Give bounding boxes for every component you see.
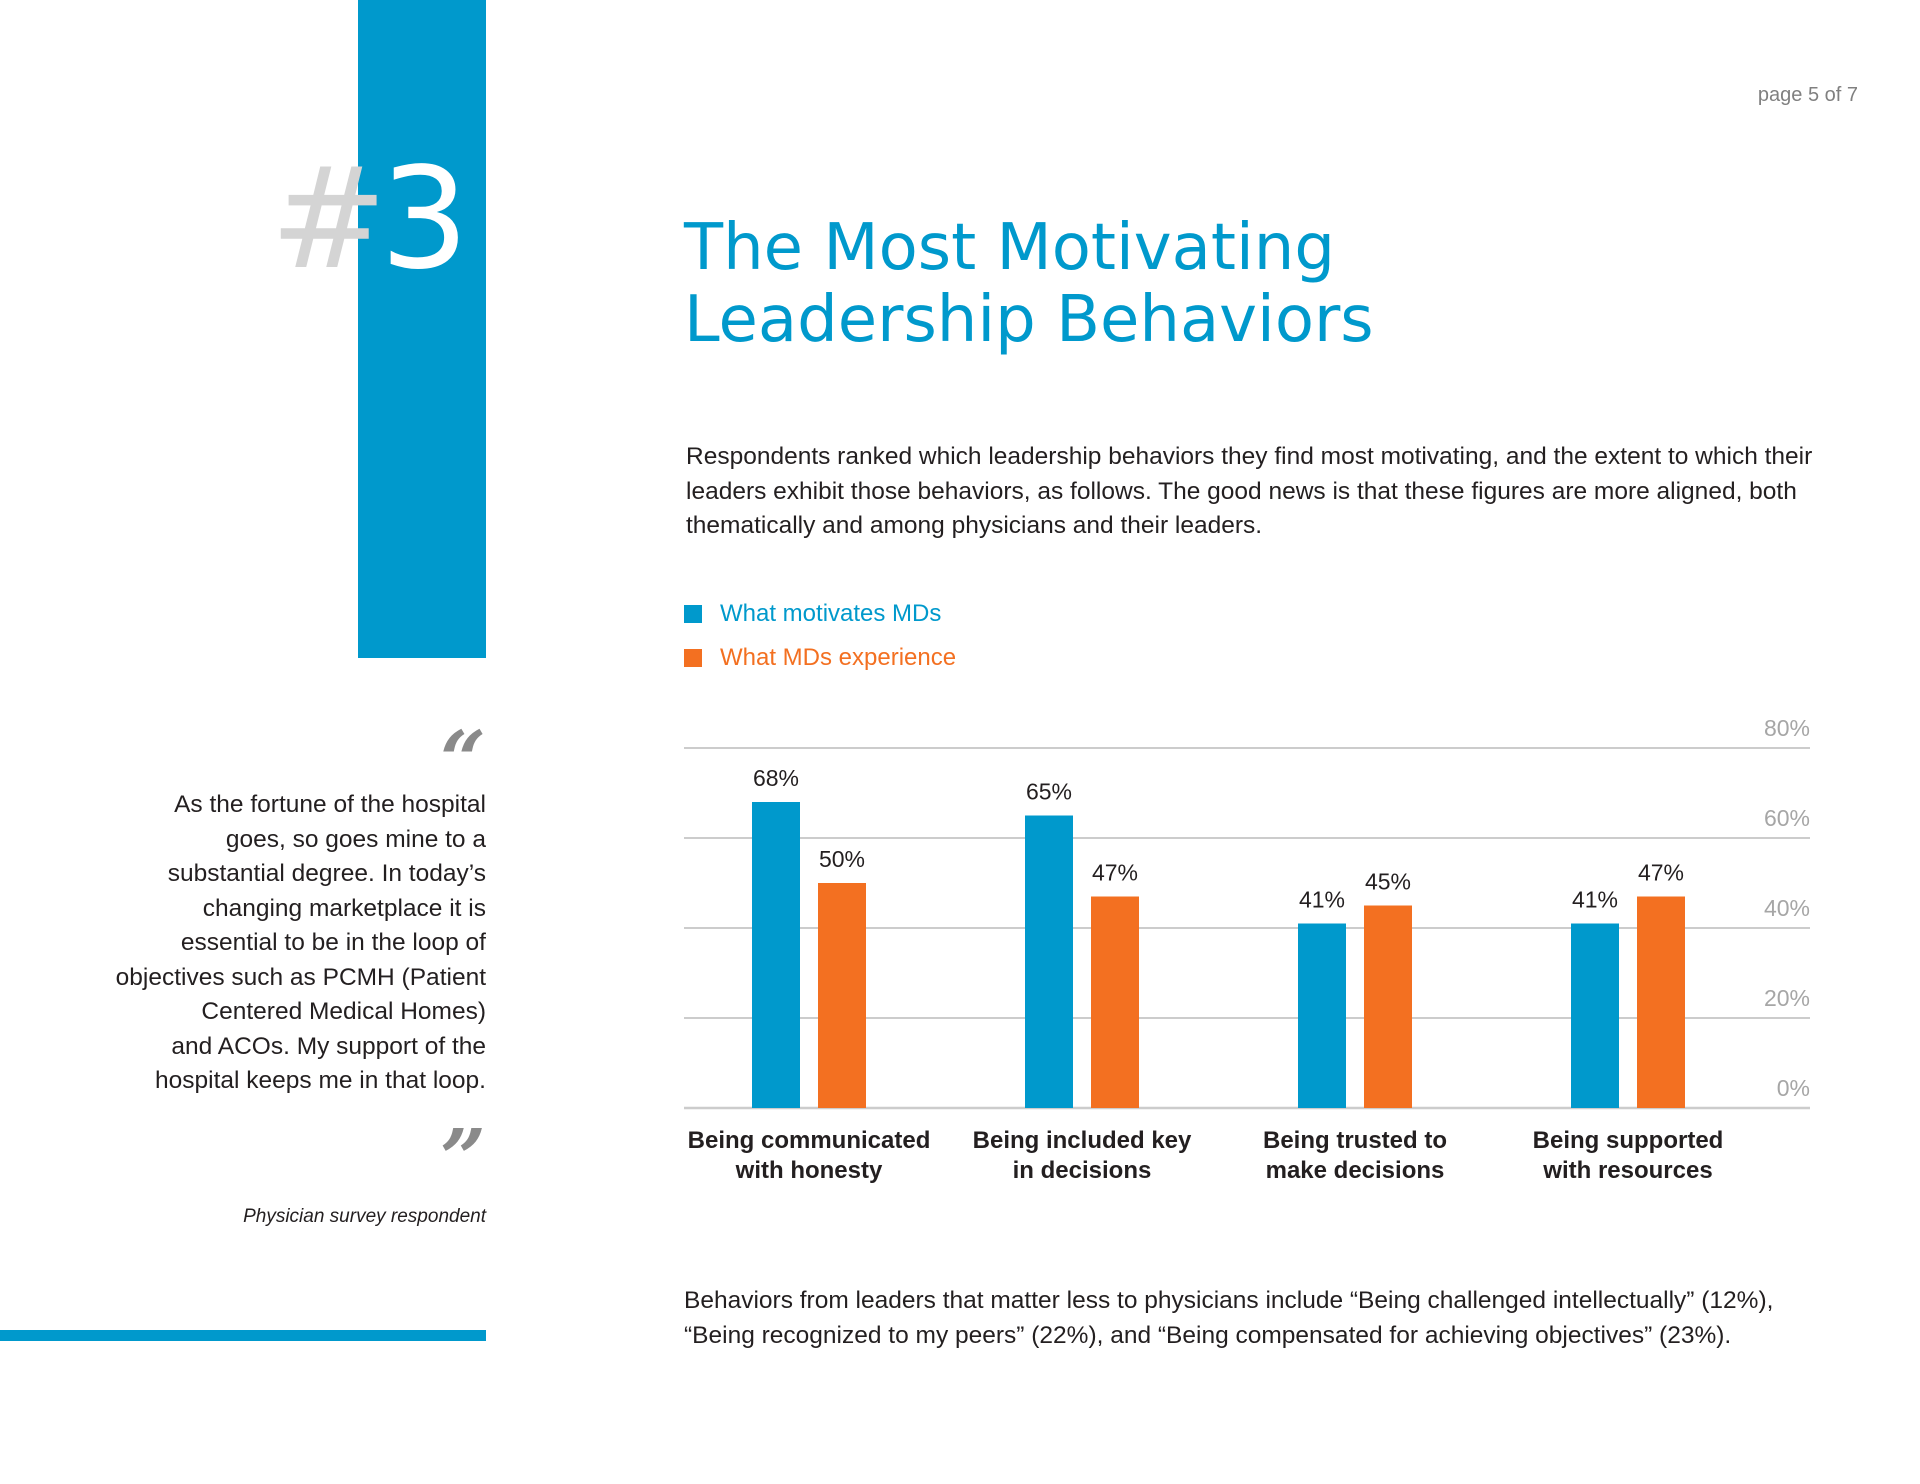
- quote-line: Centered Medical Homes): [201, 998, 486, 1025]
- quote-line: changing marketplace it is: [202, 894, 486, 922]
- data-label: 65%: [1026, 779, 1072, 805]
- quote-line: substantial degree. In today’s: [167, 860, 486, 887]
- bar-motivates: [1298, 923, 1346, 1108]
- section-color-bar: [358, 0, 486, 658]
- bar-motivates: [752, 802, 800, 1108]
- quote-line: essential to be in the loop of: [180, 929, 486, 956]
- data-label: 41%: [1299, 887, 1345, 913]
- x-tick-label: Being included key: [973, 1127, 1192, 1154]
- legend-swatch-blue: [684, 605, 702, 623]
- section-hash: #: [270, 138, 388, 301]
- x-tick-label: in decisions: [1013, 1157, 1152, 1184]
- legend-item-motivates: What motivates MDs: [684, 592, 956, 636]
- x-tick-label: with honesty: [735, 1157, 883, 1184]
- legend-label: What motivates MDs: [720, 600, 942, 627]
- y-tick-label: 40%: [1764, 895, 1810, 921]
- footnote-line: Behaviors from leaders that matter less …: [684, 1287, 1774, 1314]
- title-line: Leadership Behaviors: [684, 283, 1374, 357]
- x-tick-label: Being trusted to: [1263, 1127, 1447, 1154]
- intro-paragraph: Respondents ranked which leadership beha…: [686, 443, 1813, 539]
- page-number: page 5 of 7: [1757, 84, 1858, 106]
- y-tick-label: 20%: [1764, 985, 1810, 1011]
- bar-experience: [1364, 905, 1412, 1108]
- quote-line: objectives such as PCMH (Patient: [115, 963, 486, 991]
- x-tick-label: Being supported: [1533, 1127, 1724, 1154]
- y-tick-label: 80%: [1764, 715, 1810, 741]
- page-title: The Most Motivating Leadership Behaviors: [684, 212, 1374, 356]
- data-label: 50%: [819, 846, 865, 872]
- pull-quote: As the fortune of the hospital goes, so …: [100, 788, 486, 1099]
- close-quote-mark: ”: [439, 1111, 486, 1205]
- chart-legend: What motivates MDs What MDs experience: [684, 592, 956, 680]
- legend-item-experience: What MDs experience: [684, 636, 956, 680]
- footnote-paragraph: Behaviors from leaders that matter less …: [684, 1284, 1864, 1353]
- x-tick-label: with resources: [1542, 1157, 1712, 1184]
- quote-line: and ACOs. My support of the: [171, 1032, 486, 1060]
- quote-line: hospital keeps me in that loop.: [155, 1067, 486, 1094]
- y-tick-label: 60%: [1764, 805, 1810, 831]
- bar-experience: [1091, 896, 1139, 1108]
- data-label: 47%: [1092, 860, 1138, 886]
- section-number: 3: [380, 138, 470, 301]
- bottom-rule: [0, 1330, 486, 1341]
- data-label: 45%: [1365, 869, 1411, 895]
- quote-line: As the fortune of the hospital: [174, 791, 486, 818]
- data-label: 47%: [1638, 860, 1684, 886]
- open-quote-mark: “: [439, 713, 486, 807]
- quote-attribution: Physician survey respondent: [243, 1206, 486, 1227]
- title-line: The Most Motivating: [684, 211, 1335, 285]
- x-tick-label: Being communicated: [688, 1127, 931, 1154]
- bar-experience: [818, 883, 866, 1108]
- data-label: 68%: [753, 765, 799, 791]
- bar-motivates: [1025, 815, 1073, 1108]
- x-tick-label: make decisions: [1266, 1157, 1445, 1184]
- legend-label: What MDs experience: [720, 644, 957, 671]
- bar-experience: [1637, 896, 1685, 1108]
- legend-swatch-orange: [684, 649, 702, 667]
- y-tick-label: 0%: [1777, 1075, 1810, 1101]
- bar-motivates: [1571, 923, 1619, 1108]
- footnote-line: “Being recognized to my peers” (22%), an…: [684, 1321, 1732, 1349]
- quote-line: goes, so goes mine to a: [225, 825, 486, 853]
- data-label: 41%: [1572, 887, 1618, 913]
